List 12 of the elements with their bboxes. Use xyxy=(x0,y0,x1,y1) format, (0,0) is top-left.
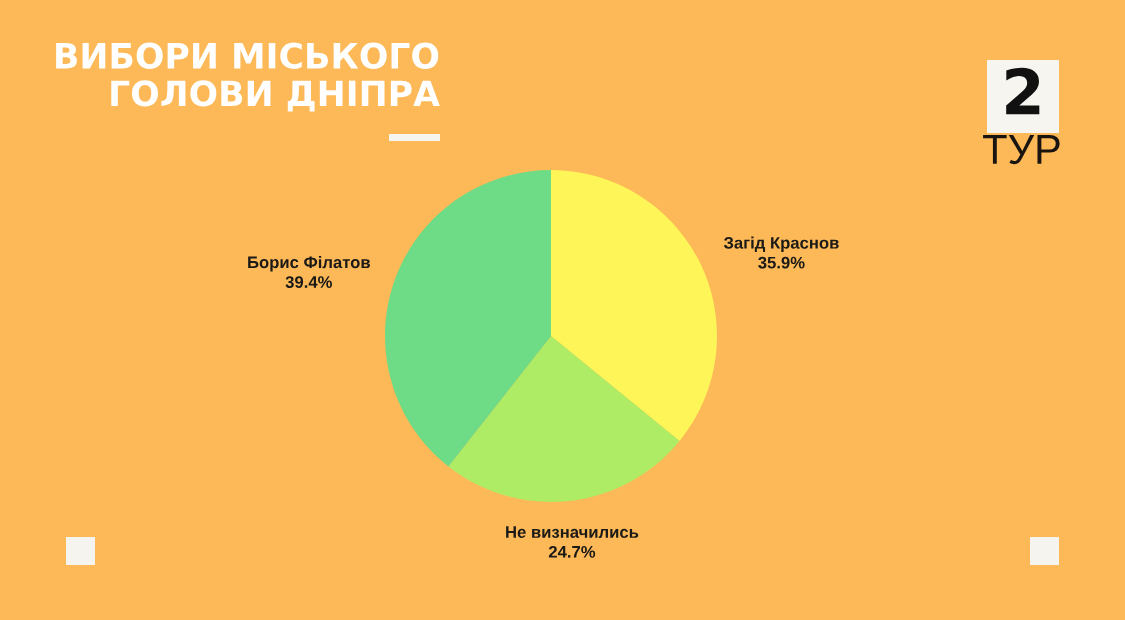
data-label: 35.9% xyxy=(758,256,805,269)
pie-slice xyxy=(385,170,551,467)
slice-label: Борис Філатов xyxy=(248,255,370,272)
text: 2 xyxy=(1006,67,1040,115)
pie-slice xyxy=(448,336,680,502)
data-label: 39.4% xyxy=(285,276,332,288)
text: ТУР xyxy=(983,135,1060,165)
pie-slice xyxy=(551,170,717,442)
slice-label: Не визначились xyxy=(506,526,639,538)
data-label: 24.7% xyxy=(548,545,596,558)
chart-title: ВИБОРИ МІСЬКОГО ГОЛОВИ ДНІПРА xyxy=(56,42,440,112)
slice-label: Загід Краснов xyxy=(723,236,839,253)
